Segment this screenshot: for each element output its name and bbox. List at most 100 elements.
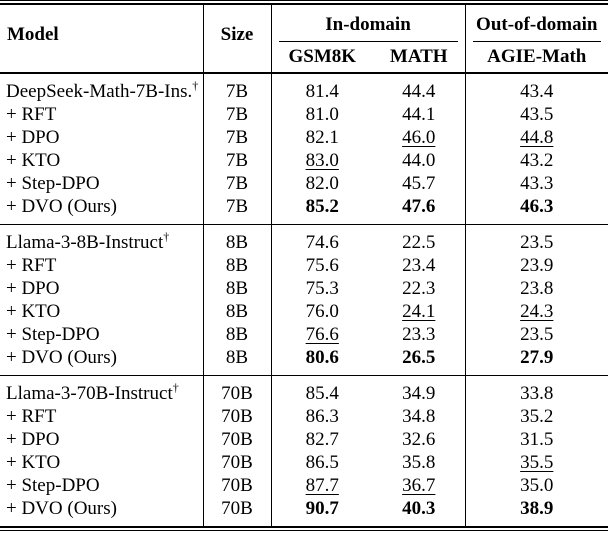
model-size-cell: 8B xyxy=(203,300,272,323)
score-cell: 74.6 xyxy=(271,224,373,254)
score-cell: 24.1 xyxy=(373,300,466,323)
score-cell: 23.8 xyxy=(465,277,608,300)
table-header: Model Size In-domain Out-of-domain GSM8K… xyxy=(0,5,608,74)
table-bottom-rule xyxy=(0,526,608,531)
model-size-cell: 8B xyxy=(203,224,272,254)
score-cell: 44.4 xyxy=(373,73,466,103)
model-name-cell: + DPO xyxy=(0,126,204,149)
model-name-cell: Llama-3-70B-Instruct† xyxy=(0,375,204,405)
score-value: 45.7 xyxy=(402,173,436,194)
score-value: 23.5 xyxy=(520,324,554,345)
score-value: 31.5 xyxy=(520,429,554,450)
table-row: + DVO (Ours) 7B 85.2 47.6 46.3 xyxy=(0,195,608,225)
score-value: 75.6 xyxy=(305,255,339,276)
table-row: Llama-3-70B-Instruct† 70B 85.4 34.9 33.8 xyxy=(0,375,608,405)
score-value: 74.6 xyxy=(305,232,339,253)
score-cell: 35.2 xyxy=(465,405,608,428)
score-cell: 23.3 xyxy=(373,323,466,346)
score-cell: 47.6 xyxy=(373,195,466,225)
model-name-cell: + DVO (Ours) xyxy=(0,497,204,526)
model-size-cell: 7B xyxy=(203,172,272,195)
score-cell: 43.5 xyxy=(465,103,608,126)
model-name-cell: + RFT xyxy=(0,405,204,428)
model-size-cell: 70B xyxy=(203,405,272,428)
column-group-in-domain: In-domain xyxy=(271,5,466,42)
table-row: + Step-DPO 70B 87.7 36.7 35.0 xyxy=(0,474,608,497)
table-row: + DVO (Ours) 8B 80.6 26.5 27.9 xyxy=(0,346,608,376)
score-cell: 34.8 xyxy=(373,405,466,428)
score-value: 90.7 xyxy=(305,498,339,519)
table-row: + DPO 7B 82.1 46.0 44.8 xyxy=(0,126,608,149)
model-name-cell: + DVO (Ours) xyxy=(0,195,204,225)
table-top-rule xyxy=(0,0,608,5)
results-table: Model Size In-domain Out-of-domain GSM8K… xyxy=(0,5,608,526)
score-cell: 82.1 xyxy=(271,126,373,149)
score-value: 34.8 xyxy=(402,406,436,427)
score-value: 35.0 xyxy=(520,475,554,496)
score-cell: 31.5 xyxy=(465,428,608,451)
model-name-cell: DeepSeek-Math-7B-Ins.† xyxy=(0,73,204,103)
model-size-cell: 8B xyxy=(203,323,272,346)
score-value: 82.7 xyxy=(305,429,339,450)
score-value: 43.5 xyxy=(520,104,554,125)
model-size-cell: 7B xyxy=(203,126,272,149)
score-value: 44.4 xyxy=(402,81,436,102)
model-name-cell: + Step-DPO xyxy=(0,323,204,346)
score-value: 82.1 xyxy=(305,127,339,148)
model-name-cell: Llama-3-8B-Instruct† xyxy=(0,224,204,254)
dagger-mark: † xyxy=(163,229,170,244)
score-cell: 43.4 xyxy=(465,73,608,103)
score-cell: 90.7 xyxy=(271,497,373,526)
table-row: + DPO 70B 82.7 32.6 31.5 xyxy=(0,428,608,451)
score-cell: 85.4 xyxy=(271,375,373,405)
score-cell: 46.3 xyxy=(465,195,608,225)
column-header-size: Size xyxy=(203,5,272,74)
score-cell: 44.0 xyxy=(373,149,466,172)
table-row: + KTO 70B 86.5 35.8 35.5 xyxy=(0,451,608,474)
score-value: 34.9 xyxy=(402,383,436,404)
model-name-cell: + KTO xyxy=(0,149,204,172)
score-value: 22.5 xyxy=(402,232,436,253)
score-value: 36.7 xyxy=(402,475,436,496)
table-row: + Step-DPO 7B 82.0 45.7 43.3 xyxy=(0,172,608,195)
score-value: 47.6 xyxy=(402,196,436,217)
score-cell: 33.8 xyxy=(465,375,608,405)
table-row: DeepSeek-Math-7B-Ins.† 7B 81.4 44.4 43.4 xyxy=(0,73,608,103)
score-cell: 75.3 xyxy=(271,277,373,300)
column-header-math: MATH xyxy=(373,42,466,74)
dagger-mark: † xyxy=(192,78,199,93)
score-value: 75.3 xyxy=(305,278,339,299)
score-value: 23.4 xyxy=(402,255,436,276)
score-value: 23.3 xyxy=(402,324,436,345)
score-cell: 35.0 xyxy=(465,474,608,497)
model-name-cell: + DPO xyxy=(0,277,204,300)
table-row: + KTO 7B 83.0 44.0 43.2 xyxy=(0,149,608,172)
model-size-cell: 8B xyxy=(203,346,272,376)
score-value: 23.9 xyxy=(520,255,554,276)
score-cell: 40.3 xyxy=(373,497,466,526)
model-name-cell: + KTO xyxy=(0,451,204,474)
score-value: 35.2 xyxy=(520,406,554,427)
column-header-agie-math: AGIE-Math xyxy=(465,42,608,74)
score-cell: 27.9 xyxy=(465,346,608,376)
score-value: 44.0 xyxy=(402,150,436,171)
score-cell: 81.0 xyxy=(271,103,373,126)
model-size-cell: 7B xyxy=(203,149,272,172)
score-value: 76.0 xyxy=(305,301,339,322)
score-value: 85.4 xyxy=(305,383,339,404)
score-value: 24.1 xyxy=(402,301,436,322)
score-value: 43.2 xyxy=(520,150,554,171)
table-row: + KTO 8B 76.0 24.1 24.3 xyxy=(0,300,608,323)
score-value: 24.3 xyxy=(520,301,554,322)
table-row: + RFT 70B 86.3 34.8 35.2 xyxy=(0,405,608,428)
score-cell: 38.9 xyxy=(465,497,608,526)
score-cell: 23.4 xyxy=(373,254,466,277)
score-cell: 44.8 xyxy=(465,126,608,149)
model-size-cell: 70B xyxy=(203,497,272,526)
score-value: 35.8 xyxy=(402,452,436,473)
column-group-out-of-domain: Out-of-domain xyxy=(465,5,608,42)
score-value: 87.7 xyxy=(305,475,339,496)
model-size-cell: 70B xyxy=(203,375,272,405)
table-row: + RFT 7B 81.0 44.1 43.5 xyxy=(0,103,608,126)
score-value: 46.3 xyxy=(520,196,554,217)
